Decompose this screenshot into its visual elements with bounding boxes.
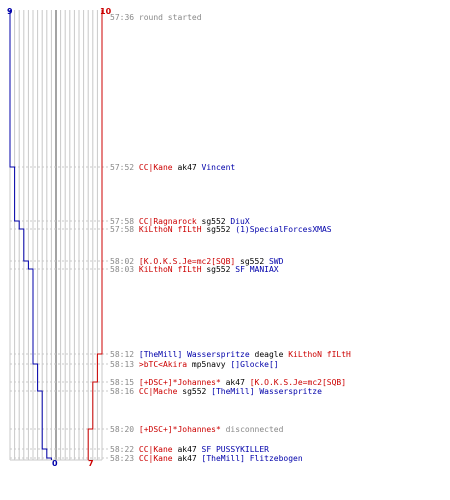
event-text: ak47 (173, 454, 202, 463)
series-line-red (87, 10, 103, 460)
event-label: 58:12 [TheMill] Wasserspritze deagle KiL… (110, 350, 351, 359)
event-time: 58:16 (110, 387, 139, 396)
event-text: >bTC<Akira (139, 360, 187, 369)
event-time: 58:23 (110, 454, 139, 463)
event-text: sg552 (235, 257, 269, 266)
event-time: 58:22 (110, 445, 139, 454)
event-text: DiuX (230, 217, 249, 226)
event-text: round started (139, 13, 202, 22)
event-time: 58:02 (110, 257, 139, 266)
event-text: mp5navy (187, 360, 230, 369)
event-text: deagle (250, 350, 289, 359)
event-text: [TheMill] Wasserspritze (139, 350, 250, 359)
event-text: ak47 (173, 445, 202, 454)
event-label: 58:15 [+DSC+]*Johannes* ak47 [K.O.K.S.Je… (110, 378, 346, 387)
event-text: CC|Mache (139, 387, 178, 396)
event-text: [TheMill] Flitzebogen (202, 454, 303, 463)
series-line-blue (9, 10, 52, 460)
event-text: []Glocke[] (230, 360, 278, 369)
event-text: sg552 (177, 387, 211, 396)
event-time: 57:36 (110, 13, 139, 22)
event-time: 57:58 (110, 217, 139, 226)
event-time: 57:58 (110, 225, 139, 234)
event-text: [K.O.K.S.Je=mc2[SQB] (250, 378, 346, 387)
event-text: (1)SpecialForcesXMAS (235, 225, 332, 234)
event-text: Vincent (202, 163, 236, 172)
event-text: CC|Ragnarock (139, 217, 197, 226)
player-counts: 9 10 0 7 (7, 7, 112, 468)
event-text: CC|Kane (139, 445, 173, 454)
event-time: 58:03 (110, 265, 139, 274)
event-text: sg552 (202, 225, 236, 234)
event-time: 58:12 (110, 350, 139, 359)
count-top-blue: 9 (7, 7, 13, 16)
event-label: 58:23 CC|Kane ak47 [TheMill] Flitzebogen (110, 454, 303, 463)
event-text: sg552 (197, 217, 231, 226)
event-label: 57:58 KiLthoN fILtH sg552 (1)SpecialForc… (110, 225, 332, 234)
event-label: 57:58 CC|Ragnarock sg552 DiuX (110, 217, 250, 226)
event-text: CC|Kane (139, 163, 173, 172)
event-text: ak47 (173, 163, 202, 172)
event-text: [K.O.K.S.Je=mc2[SQB] (139, 257, 235, 266)
event-guide-lines (10, 166, 108, 459)
event-text: disconnected (221, 425, 284, 434)
event-text: SF MANIAX (235, 265, 279, 274)
event-text: [+DSC+]*Johannes* (139, 425, 221, 434)
count-top-red: 10 (100, 7, 112, 16)
event-text: KiLthoN fILtH (288, 350, 351, 359)
event-label: 58:13 >bTC<Akira mp5navy []Glocke[] (110, 360, 279, 369)
event-text: sg552 (202, 265, 236, 274)
series (9, 10, 103, 460)
count-bottom-red: 7 (88, 459, 94, 468)
event-text: ak47 (221, 378, 250, 387)
event-text: [+DSC+]*Johannes* (139, 378, 221, 387)
event-label: 58:22 CC|Kane ak47 SF PUSSYKILLER (110, 445, 269, 454)
event-label: 58:20 [+DSC+]*Johannes* disconnected (110, 425, 284, 434)
event-text: KiLthoN fILtH (139, 225, 202, 234)
event-time: 57:52 (110, 163, 139, 172)
event-label: 58:02 [K.O.K.S.Je=mc2[SQB] sg552 SWD (110, 257, 284, 266)
event-text: KiLthoN fILtH (139, 265, 202, 274)
event-label: 58:03 KiLthoN fILtH sg552 SF MANIAX (110, 265, 279, 274)
event-time: 58:20 (110, 425, 139, 434)
event-time: 58:13 (110, 360, 139, 369)
event-label: 58:16 CC|Mache sg552 [TheMill] Wasserspr… (110, 387, 322, 396)
event-label: 57:36 round started (110, 13, 202, 22)
event-text: SWD (269, 257, 284, 266)
event-text: [TheMill] Wasserspritze (211, 387, 322, 396)
event-time: 58:15 (110, 378, 139, 387)
grid (9, 10, 103, 461)
event-label: 57:52 CC|Kane ak47 Vincent (110, 163, 235, 172)
event-text: SF PUSSYKILLER (202, 445, 270, 454)
count-bottom-blue: 0 (52, 459, 58, 468)
event-labels: 57:36 round started 57:52 CC|Kane ak47 Vi… (110, 13, 351, 463)
event-text: CC|Kane (139, 454, 173, 463)
